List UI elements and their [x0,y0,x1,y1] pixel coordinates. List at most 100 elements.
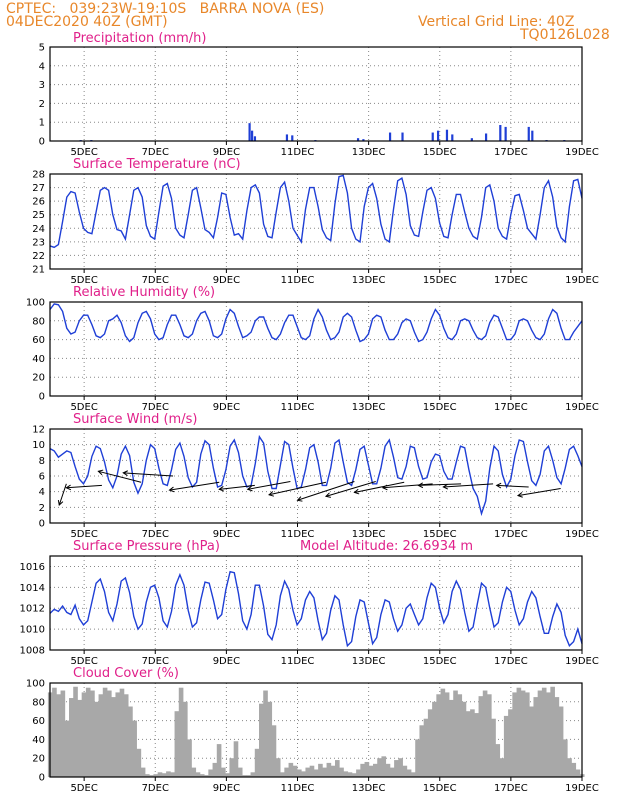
cloud-bar [85,687,91,777]
cloud-bar [267,701,273,777]
precip-xtick-label: 13DEC [352,147,386,158]
temp-title: Surface Temperature (nC) [73,157,241,172]
precip-xtick-label: 17DEC [494,147,528,158]
cloud-bar [554,697,560,777]
precip-bar [504,126,507,141]
precip-bar [531,130,534,141]
temp-ytick-label: 22 [32,251,45,262]
precip-title: Precipitation (mm/h) [73,31,206,46]
wind-arrow [297,481,355,501]
precip-bar [527,126,530,141]
wind-xtick-label: 15DEC [423,529,457,540]
wind-arrow [123,472,174,477]
cloud-bar [351,773,357,777]
wind-xtick-label: 17DEC [494,529,528,540]
chart-code: TQ0126L028 [520,27,610,43]
cloud-bar [132,720,137,777]
precip-xtick-label: 7DEC [142,147,169,158]
cloud-bar [115,692,121,777]
precip-bar [248,123,251,141]
precip-bar [436,130,440,141]
cloud-bar [558,706,564,777]
rh-xtick-label: 7DEC [142,402,169,413]
cloud-xtick-label: 19DEC [565,783,599,794]
temp-ytick-label: 21 [32,265,45,276]
cloud-bar [69,698,74,777]
wind-arrow-head [65,484,72,491]
rh-frame [49,301,583,397]
cloud-bar [107,690,112,777]
cloud-bar [98,694,104,777]
cloud-bar [360,763,365,777]
cloud-bar [216,744,222,777]
cloud-bar [427,709,433,777]
cloud-bar [373,763,378,777]
precip-bar [484,133,488,141]
wind-arrow-head [381,484,388,491]
cloud-bar [347,772,353,777]
precip-ytick-label: 1 [39,118,45,129]
cloud-bar [406,769,412,777]
wind-arrow-head [324,492,331,498]
precip-xtick-label: 9DEC [213,147,240,158]
wind-xtick-label: 19DEC [565,529,599,540]
wind-arrow-head [442,483,449,490]
temp-xtick-label: 19DEC [565,275,599,286]
wind-arrow-head [495,482,502,489]
station-header: CPTEC: 039:23W-19:10S BARRA NOVA (ES) [6,1,325,17]
cloud-bar [465,711,471,777]
cloud-bar [246,775,251,777]
cloud-bar [411,772,416,777]
cloud-bar [457,694,463,777]
cloud-bar [461,701,467,777]
cloud-bar [537,690,543,777]
cloud-bar [263,690,268,777]
wind-xtick-label: 5DEC [70,529,97,540]
cloud-bar [516,687,522,777]
cloud-bar [259,703,264,777]
cloud-bar [170,772,175,777]
temp-xtick-label: 15DEC [423,275,457,286]
precip-bar [445,129,449,141]
cloud-bar [102,687,108,777]
rh-ytick-label: 20 [32,373,45,384]
wind-title: Surface Wind (m/s) [73,412,197,427]
cloud-bar [64,720,70,777]
cloud-bar [495,744,501,777]
cloud-bar [478,696,484,777]
wind-xtick-label: 9DEC [213,529,240,540]
cloud-bar [204,775,209,777]
precip-ytick-label: 4 [39,61,45,72]
pres-ytick-label: 1012 [20,604,45,615]
temp-xtick-label: 17DEC [494,275,528,286]
cloud-bar [444,692,450,777]
temp-ytick-label: 25 [32,210,45,221]
cloud-bar [195,772,201,777]
pres-xtick-label: 7DEC [142,656,169,667]
cloud-bar [94,701,99,777]
cloud-bar [305,767,311,777]
cloud-frame [49,682,583,778]
cloud-bar [550,686,555,777]
cloud-bar [503,715,509,777]
pres-title: Surface Pressure (hPa) [73,539,220,554]
cloud-bar [453,690,458,777]
wind-arrow [382,483,433,489]
cloud-bar [533,697,539,777]
precip-xtick-label: 5DEC [70,147,97,158]
pres-ytick-label: 1010 [20,625,45,636]
wind-arrow-head [122,470,128,476]
precip-bar [253,136,257,141]
wind-arrow [268,481,327,496]
cloud-bar [368,765,374,777]
cloud-bar [136,748,142,777]
wind-arrow-head [516,492,523,498]
precip-xtick-label: 11DEC [281,147,315,158]
temp-xtick-label: 5DEC [70,275,97,286]
precip-bar [362,139,365,141]
cloud-bar [297,769,302,777]
pres-xtick-label: 17DEC [494,656,528,667]
cloud-bar [111,697,116,777]
rh-title: Relative Humidity (%) [73,285,215,300]
wind-arrow-head [246,485,253,492]
